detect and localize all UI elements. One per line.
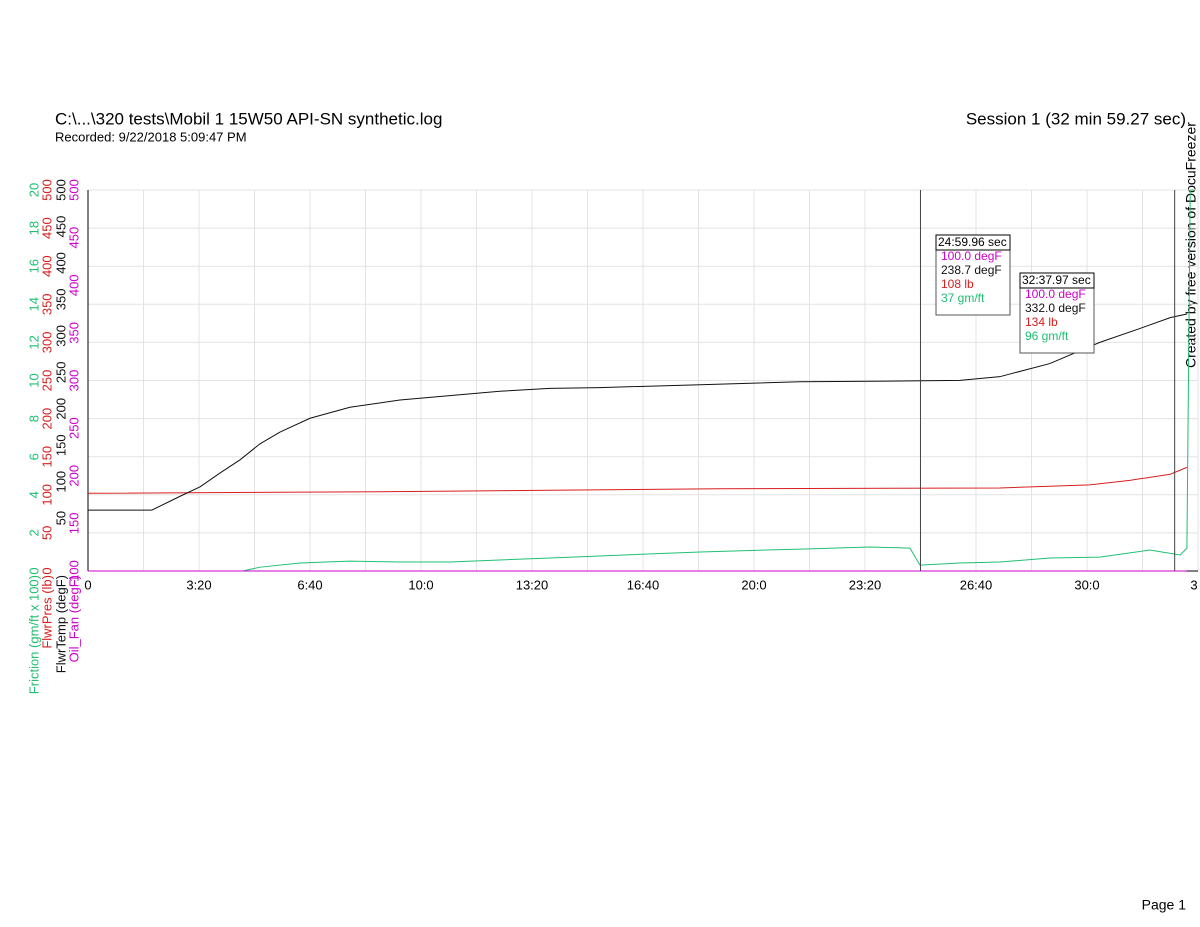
y-tick-label: 150 xyxy=(39,446,54,468)
y-tick-label: 300 xyxy=(53,325,68,347)
y-tick-label: 2 xyxy=(26,529,41,536)
y-tick-label: 14 xyxy=(26,297,41,311)
y-tick-label: 200 xyxy=(66,465,81,487)
cursor-reading: 134 lb xyxy=(1025,315,1058,329)
y-tick-label: 450 xyxy=(66,227,81,249)
y-tick-label: 100 xyxy=(53,471,68,493)
y-tick-label: 0 xyxy=(39,567,54,574)
y-tick-label: 16 xyxy=(26,259,41,273)
x-tick-label: 3 xyxy=(1190,577,1197,592)
y-tick-label: 350 xyxy=(53,289,68,311)
cursor-reading: 332.0 degF xyxy=(1025,301,1086,315)
y-tick-label: 400 xyxy=(53,252,68,274)
y-tick-label: 350 xyxy=(66,322,81,344)
cursor-time: 32:37.97 sec xyxy=(1022,273,1091,287)
series-line xyxy=(87,466,1188,494)
x-tick-label: 23:20 xyxy=(849,577,882,592)
cursor-reading: 96 gm/ft xyxy=(1025,329,1069,343)
y-tick-label: 8 xyxy=(26,415,41,422)
y-tick-label: 150 xyxy=(66,513,81,535)
y-tick-label: 400 xyxy=(39,255,54,277)
y-tick-label: 250 xyxy=(39,370,54,392)
page-number: Page 1 xyxy=(1142,897,1187,913)
y-tick-label: 10 xyxy=(26,373,41,387)
y-tick-label: 450 xyxy=(53,216,68,238)
x-tick-label: 26:40 xyxy=(960,577,993,592)
x-tick-label: 6:40 xyxy=(297,577,322,592)
y-tick-label: 100 xyxy=(39,484,54,506)
y-tick-label: 500 xyxy=(53,179,68,201)
y-tick-label: 18 xyxy=(26,221,41,235)
x-tick-label: 30:0 xyxy=(1074,577,1099,592)
y-tick-label: 0 xyxy=(26,567,41,574)
y-tick-label: 12 xyxy=(26,335,41,349)
y-tick-label: 350 xyxy=(39,293,54,315)
cursor-reading: 108 lb xyxy=(941,277,974,291)
x-tick-label: 16:40 xyxy=(627,577,660,592)
y-tick-label: 50 xyxy=(39,526,54,540)
y-tick-label: 400 xyxy=(66,274,81,296)
y-tick-label: 100 xyxy=(66,560,81,582)
y-tick-label: 150 xyxy=(53,434,68,456)
y-tick-label: 500 xyxy=(39,179,54,201)
x-tick-label: 10:0 xyxy=(408,577,433,592)
y-tick-label: 6 xyxy=(26,453,41,460)
series-line xyxy=(88,189,1194,572)
cursor-reading: 37 gm/ft xyxy=(941,291,985,305)
y-tick-label: 200 xyxy=(53,398,68,420)
y-tick-label: 4 xyxy=(26,491,41,498)
axis-title: Friction (gm/ft x 100) xyxy=(26,575,41,694)
y-tick-label: 250 xyxy=(53,361,68,383)
x-tick-label: 3:20 xyxy=(186,577,211,592)
cursor-header-box xyxy=(1019,272,1095,289)
y-tick-label: 20 xyxy=(26,183,41,197)
y-tick-label: 300 xyxy=(39,332,54,354)
axis-title: FlwrTemp (degF) xyxy=(53,575,68,673)
y-tick-label: 500 xyxy=(66,179,81,201)
recorded: Recorded: 9/22/2018 5:09:47 PM xyxy=(55,129,247,144)
cursor-reading: 100.0 degF xyxy=(1025,287,1086,301)
y-tick-label: 300 xyxy=(66,370,81,392)
y-tick-label: 250 xyxy=(66,417,81,439)
watermark: Created by free version of DocuFreezer xyxy=(1183,122,1199,368)
file-title: C:\...\320 tests\Mobil 1 15W50 API-SN sy… xyxy=(55,109,442,128)
axis-title: FlwrPres (lb) xyxy=(39,575,54,649)
y-tick-label: 50 xyxy=(53,511,68,525)
y-tick-label: 200 xyxy=(39,408,54,430)
x-tick-label: 0 xyxy=(84,577,91,592)
y-tick-label: 450 xyxy=(39,217,54,239)
axis-title: Oil_Fan (degF) xyxy=(66,575,81,662)
x-tick-label: 20:0 xyxy=(741,577,766,592)
cursor-reading: 238.7 degF xyxy=(941,263,1002,277)
series-line xyxy=(88,313,1188,511)
cursor-header-box xyxy=(935,234,1011,251)
x-tick-label: 13:20 xyxy=(516,577,549,592)
session: Session 1 (32 min 59.27 sec) xyxy=(966,109,1186,128)
cursor-reading: 100.0 degF xyxy=(941,249,1002,263)
cursor-time: 24:59.96 sec xyxy=(938,235,1007,249)
